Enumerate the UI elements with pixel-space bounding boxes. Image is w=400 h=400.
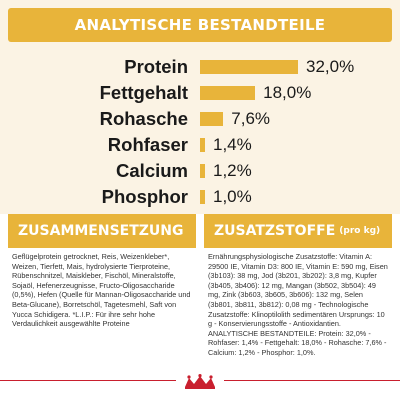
bar	[200, 112, 224, 126]
bar	[200, 86, 256, 100]
bar-row: Fettgehalt 18,0%	[0, 80, 400, 106]
composition-title-text: ZUSAMMENSETZUNG	[18, 223, 184, 239]
category-label: Protein	[124, 56, 188, 77]
additives-title-suffix: (pro kg)	[339, 226, 381, 236]
category-label: Rohfaser	[107, 134, 188, 155]
additives-text: Ernährungsphysiologische Zusatzstoffe: V…	[208, 252, 388, 357]
bar	[200, 190, 205, 204]
category-label: Fettgehalt	[99, 82, 188, 103]
category-label: Rohasche	[99, 108, 188, 129]
bar-row: Rohasche 7,6%	[0, 106, 400, 132]
composition-text: Geflügelprotein getrocknet, Reis, Weizen…	[12, 252, 191, 329]
crown-logo-icon	[185, 374, 215, 389]
additives-title-text: ZUSATZSTOFFE	[214, 223, 336, 239]
additives-title: ZUSATZSTOFFE (pro kg)	[204, 214, 392, 248]
value-label: 32,0%	[306, 57, 355, 76]
value-label: 1,2%	[213, 161, 252, 180]
brand-logo	[176, 371, 224, 393]
value-label: 1,0%	[213, 187, 252, 206]
bar	[200, 164, 205, 178]
bar	[200, 138, 205, 152]
category-label: Phosphor	[101, 186, 188, 207]
bar	[200, 60, 298, 74]
bar-row: Calcium 1,2%	[0, 158, 400, 184]
bar-row: Rohfaser 1,4%	[0, 132, 400, 158]
bar-row: Phosphor 1,0%	[0, 184, 400, 210]
bar-row: Protein 32,0%	[0, 54, 400, 80]
composition-title: ZUSAMMENSETZUNG	[8, 214, 196, 248]
value-label: 1,4%	[213, 135, 252, 154]
chart-title: ANALYTISCHE BESTANDTEILE	[8, 8, 392, 42]
value-label: 7,6%	[231, 109, 271, 128]
category-label: Calcium	[116, 160, 188, 181]
value-label: 18,0%	[263, 83, 312, 102]
